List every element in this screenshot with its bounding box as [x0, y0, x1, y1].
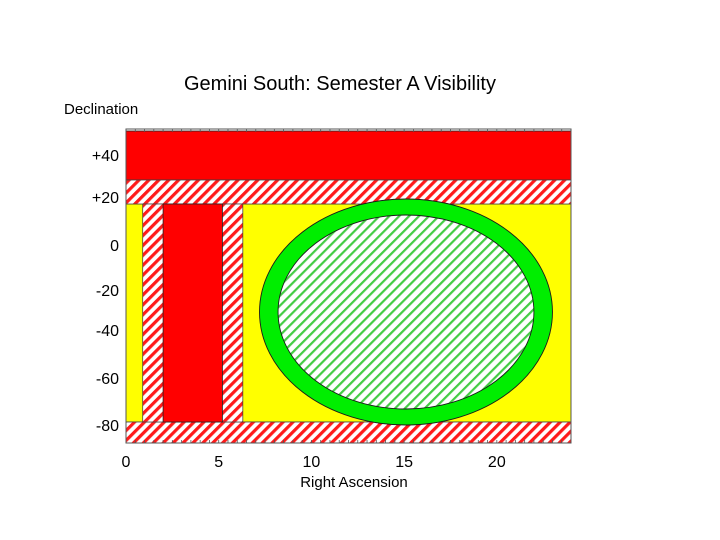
x-tick-label: 10 [303, 454, 321, 471]
y-tick-label: -40 [96, 323, 119, 340]
y-tick-label: -60 [96, 371, 119, 388]
x-tick-label: 15 [395, 454, 413, 471]
y-tick-label: -80 [96, 418, 119, 435]
chart-title: Gemini South: Semester A Visibility [184, 73, 496, 95]
x-tick-label: 20 [488, 454, 506, 471]
x-axis-ticks: 0 5 10 15 20 [122, 454, 506, 471]
x-tick-label: 5 [214, 454, 223, 471]
region-hatched-ellipse [277, 214, 535, 410]
region-hatched-rect-3 [125, 421, 572, 444]
y-axis-label: Declination [64, 101, 139, 118]
y-tick-label: +20 [92, 190, 119, 207]
plot-frame [125, 128, 572, 444]
region-solid-rect-5 [162, 203, 223, 423]
region-hatched-rect-2 [125, 179, 572, 205]
y-tick-label: +40 [92, 148, 119, 165]
x-tick-label: 0 [122, 454, 131, 471]
y-axis-ticks: +40 +20 0 -20 -40 -60 -80 [92, 148, 119, 435]
x-axis-label: Right Ascension [300, 474, 408, 491]
y-tick-label: -20 [96, 283, 119, 300]
visibility-regions [125, 130, 572, 444]
region-solid-rect-1 [125, 130, 572, 181]
y-tick-label: 0 [110, 238, 119, 255]
